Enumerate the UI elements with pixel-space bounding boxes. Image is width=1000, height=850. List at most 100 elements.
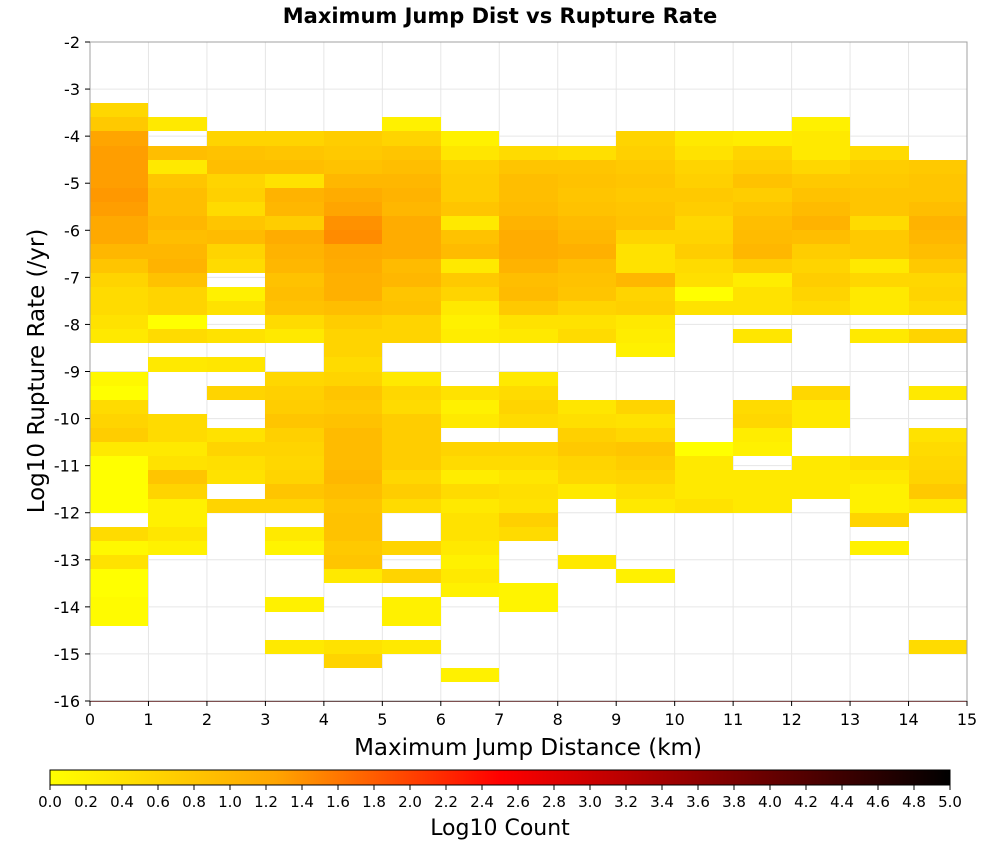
heatmap-cell xyxy=(324,174,382,188)
heatmap-cell xyxy=(382,442,441,456)
heatmap-cell xyxy=(148,329,207,343)
colorbar-tick-label: 1.6 xyxy=(326,793,350,811)
heatmap-cell xyxy=(441,414,499,428)
heatmap-cell xyxy=(441,668,499,682)
heatmap-cell xyxy=(148,216,207,230)
y-tick-label: -12 xyxy=(54,504,80,523)
heatmap-cell xyxy=(441,273,499,287)
heatmap-cell xyxy=(207,244,265,259)
heatmap-cell xyxy=(675,174,733,188)
heatmap-cell xyxy=(90,541,148,555)
heatmap-cell xyxy=(792,146,850,160)
heatmap-cell xyxy=(733,329,792,343)
heatmap-cell xyxy=(265,484,324,499)
heatmap-cell xyxy=(792,188,850,202)
heatmap-cell xyxy=(441,527,499,541)
heatmap-cell xyxy=(382,188,441,202)
heatmap-cell xyxy=(675,287,733,301)
heatmap-cell xyxy=(909,287,967,301)
heatmap-cell xyxy=(324,301,382,315)
heatmap-cell xyxy=(382,470,441,484)
heatmap-cell xyxy=(207,174,265,188)
heatmap-cell xyxy=(558,146,616,160)
heatmap-cell xyxy=(616,343,675,357)
heatmap-cell xyxy=(675,442,733,456)
heatmap-cell xyxy=(616,146,675,160)
heatmap-cell xyxy=(909,301,967,315)
heatmap-cell xyxy=(909,640,967,654)
heatmap-cell xyxy=(499,329,558,343)
heatmap-cell xyxy=(499,484,558,499)
heatmap-cell xyxy=(733,470,792,484)
heatmap-cell xyxy=(265,160,324,174)
heatmap-cell xyxy=(909,273,967,287)
heatmap-cell xyxy=(90,117,148,131)
heatmap-cell xyxy=(207,230,265,244)
heatmap-cell xyxy=(441,216,499,230)
heatmap-cell xyxy=(148,428,207,442)
heatmap-cell xyxy=(558,315,616,329)
heatmap-cell xyxy=(265,244,324,259)
heatmap-cell xyxy=(324,343,382,357)
heatmap-cell xyxy=(616,259,675,273)
heatmap-cell xyxy=(148,541,207,555)
colorbar-tick-label: 3.6 xyxy=(686,793,710,811)
heatmap-cell xyxy=(441,131,499,146)
heatmap-cell xyxy=(850,484,909,499)
heatmap-cell xyxy=(382,400,441,414)
y-tick-label: -5 xyxy=(64,174,80,193)
heatmap-cell xyxy=(733,174,792,188)
heatmap-cell xyxy=(499,513,558,527)
heatmap-cell xyxy=(90,597,148,612)
heatmap-cell xyxy=(733,484,792,499)
heatmap-cell xyxy=(675,499,733,513)
heatmap-cell xyxy=(148,117,207,131)
heatmap-cell xyxy=(207,259,265,273)
heatmap-cell xyxy=(324,188,382,202)
heatmap-cell xyxy=(441,569,499,583)
heatmap-cell xyxy=(909,244,967,259)
heatmap-cell xyxy=(207,216,265,230)
heatmap-cell xyxy=(499,442,558,456)
heatmap-cell xyxy=(616,160,675,174)
x-tick-label: 15 xyxy=(957,710,977,729)
colorbar-tick-label: 2.2 xyxy=(434,793,458,811)
x-tick-label: 3 xyxy=(260,710,270,729)
heatmap-cell xyxy=(382,287,441,301)
heatmap-cell xyxy=(382,244,441,259)
heatmap-cell xyxy=(792,273,850,287)
colorbar-tick-label: 4.6 xyxy=(866,793,890,811)
y-tick-label: -9 xyxy=(64,363,80,382)
heatmap-cell xyxy=(441,301,499,315)
heatmap-cell xyxy=(324,244,382,259)
heatmap-cell xyxy=(733,414,792,428)
heatmap-cell xyxy=(90,583,148,597)
heatmap-cell xyxy=(909,386,967,400)
colorbar-tick-label: 2.4 xyxy=(470,793,494,811)
heatmap-cell xyxy=(733,244,792,259)
heatmap-cell xyxy=(324,315,382,329)
colorbar-tick-label: 0.6 xyxy=(146,793,170,811)
heatmap-cell xyxy=(90,499,148,513)
heatmap-cell xyxy=(382,386,441,400)
heatmap-cell xyxy=(207,301,265,315)
x-tick-label: 1 xyxy=(143,710,153,729)
heatmap-cell xyxy=(499,400,558,414)
heatmap-cell xyxy=(90,230,148,244)
heatmap-cell xyxy=(675,259,733,273)
heatmap-cell xyxy=(382,612,441,626)
heatmap-cell xyxy=(148,230,207,244)
heatmap-cell xyxy=(441,400,499,414)
y-tick-label: -2 xyxy=(64,33,80,52)
heatmap-cell xyxy=(616,244,675,259)
heatmap-cell xyxy=(265,428,324,442)
heatmap-cell xyxy=(499,202,558,216)
x-tick-label: 7 xyxy=(494,710,504,729)
heatmap-cell xyxy=(148,357,207,372)
heatmap-cell xyxy=(850,301,909,315)
heatmap-cell xyxy=(558,188,616,202)
heatmap-cell xyxy=(616,499,675,513)
heatmap-cell xyxy=(792,202,850,216)
heatmap-cell xyxy=(733,216,792,230)
